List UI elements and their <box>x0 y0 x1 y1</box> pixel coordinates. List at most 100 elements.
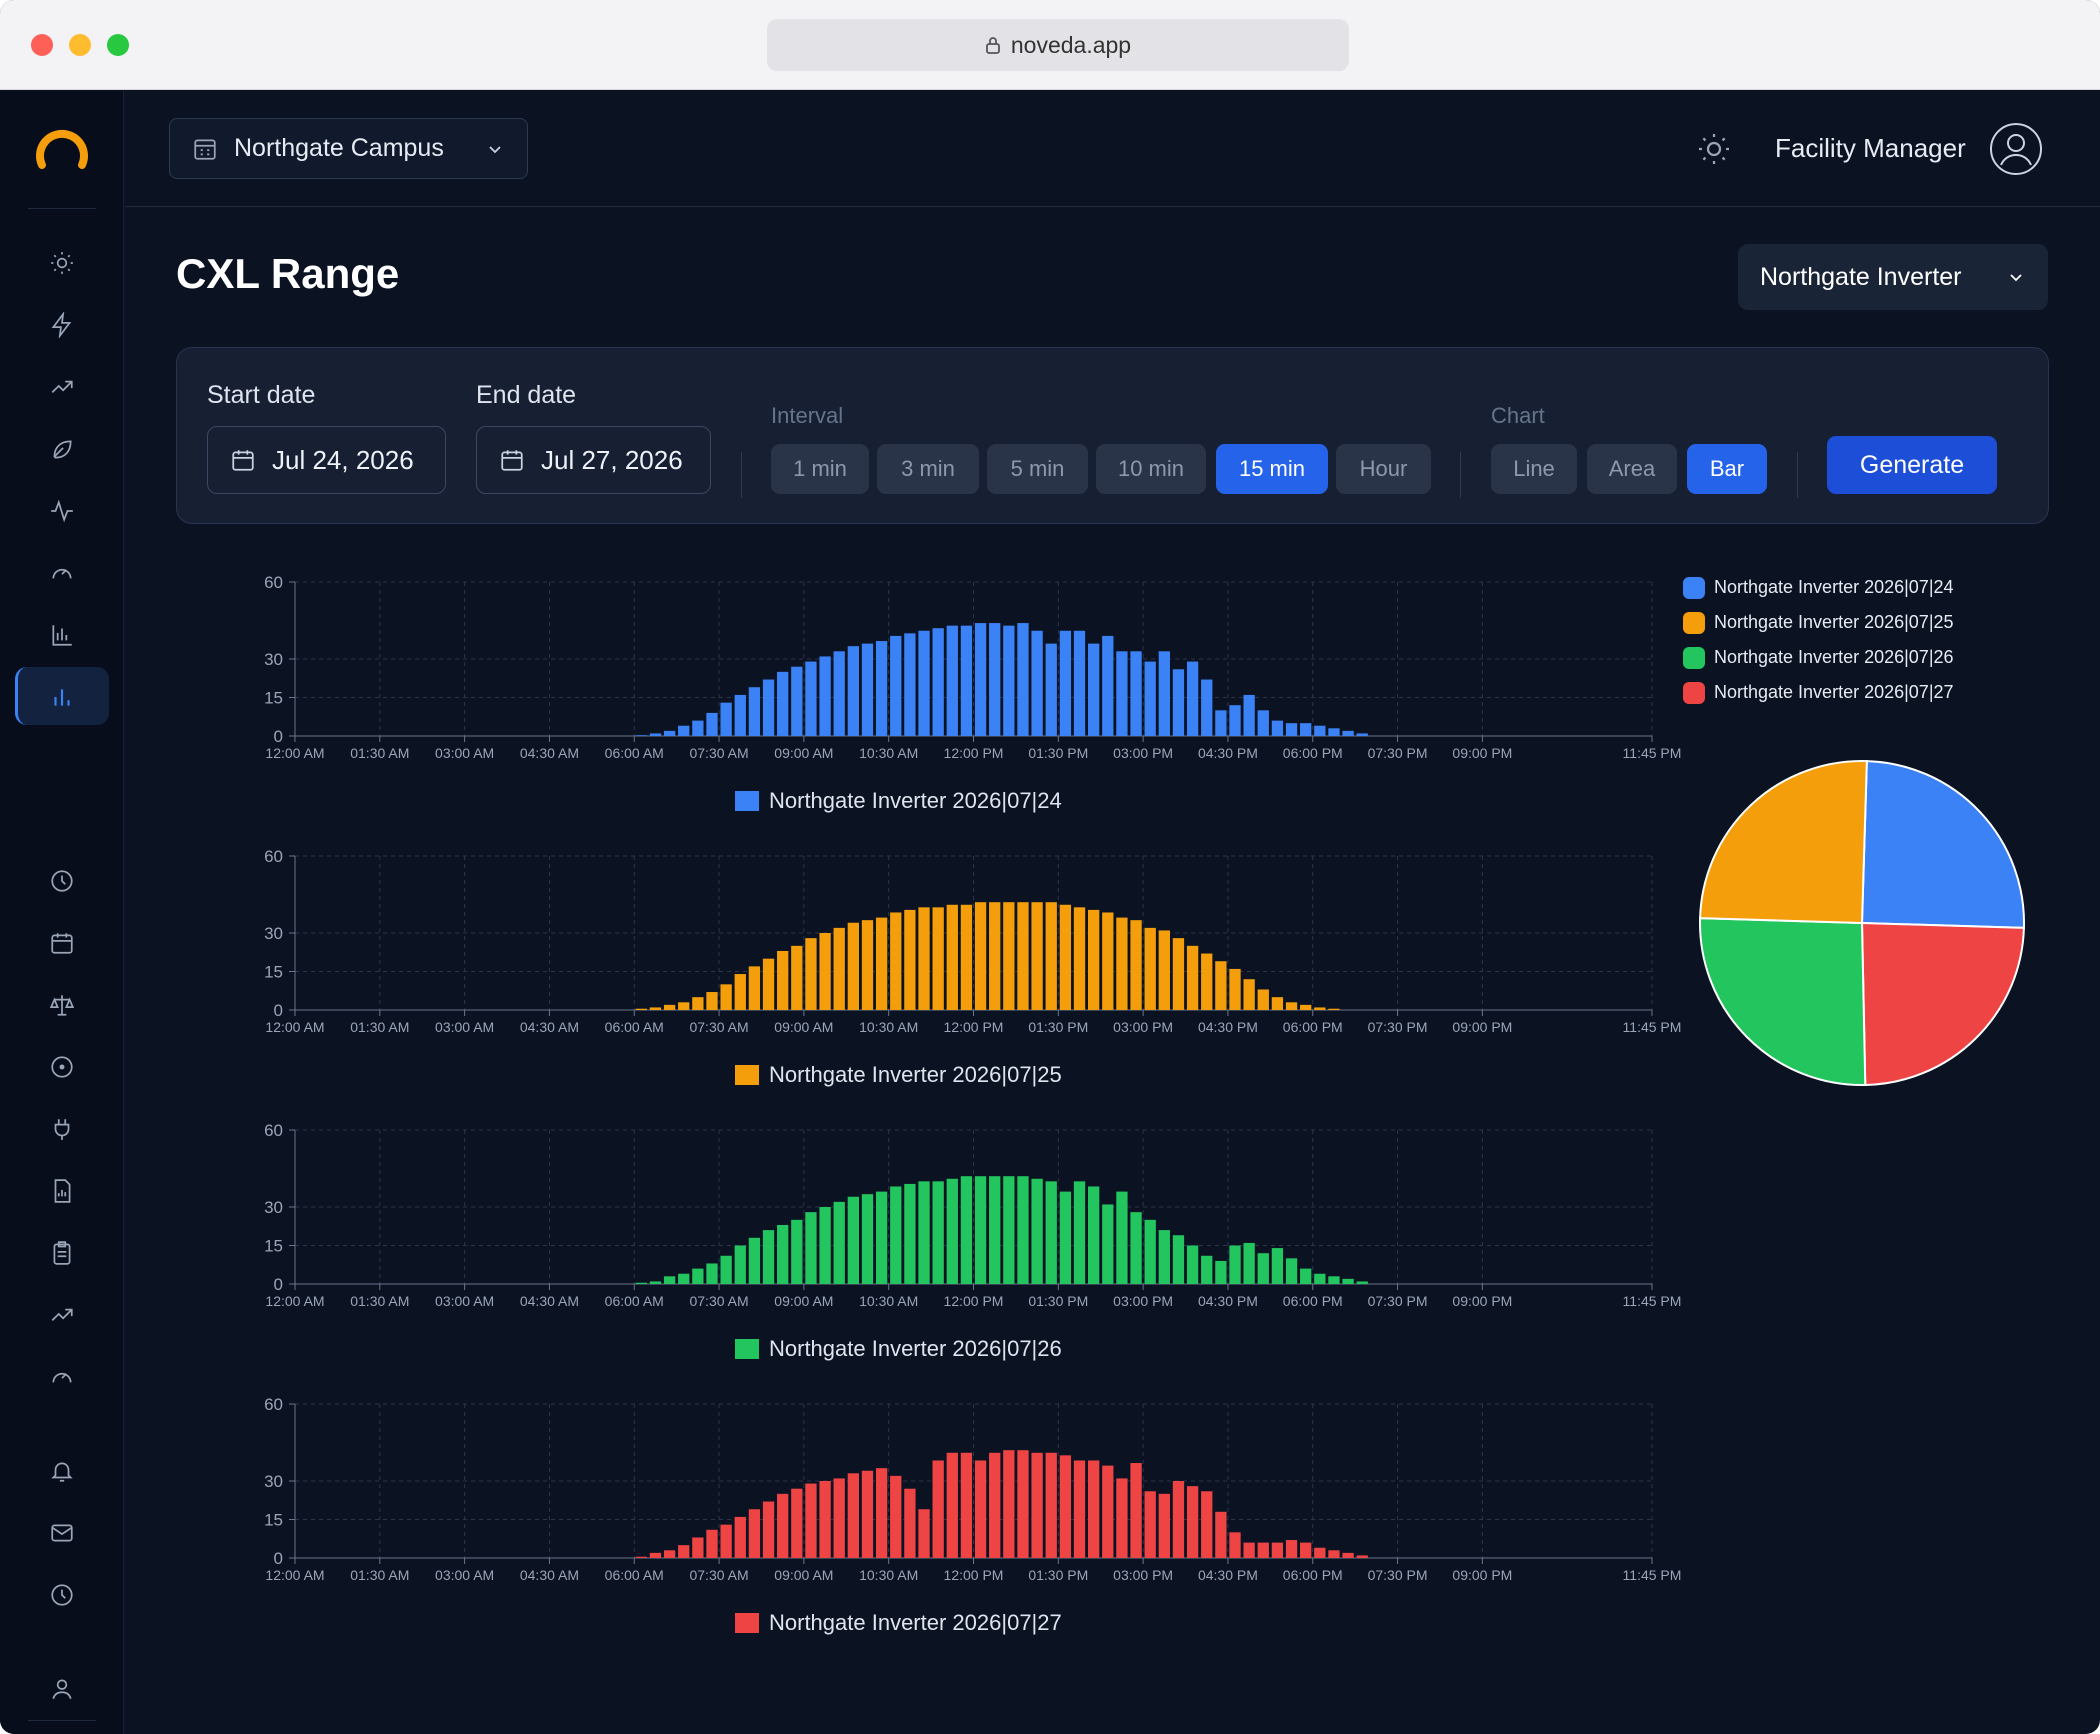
x-tick-label: 01:30 AM <box>350 1567 409 1583</box>
bar <box>706 1263 718 1284</box>
bar-chart-active-icon[interactable] <box>44 679 80 715</box>
trend-up-icon[interactable] <box>44 369 80 405</box>
chart-area-button[interactable]: Area <box>1587 444 1677 494</box>
bar <box>833 651 845 736</box>
sun-icon[interactable] <box>44 245 80 281</box>
clipboard-icon[interactable] <box>44 1235 80 1271</box>
x-tick-label: 01:30 PM <box>1028 745 1088 761</box>
bar <box>1087 1186 1100 1284</box>
pulse-icon[interactable] <box>44 493 80 529</box>
bar <box>1045 902 1057 1010</box>
legend-swatch <box>735 791 759 811</box>
minimize-window-button[interactable] <box>69 34 91 56</box>
avatar[interactable] <box>1989 122 2043 176</box>
user-icon[interactable] <box>44 1671 80 1707</box>
clock-icon[interactable] <box>44 1577 80 1613</box>
bar-chart-day-3: 0 15 30 60 12:00 AM 01:30 AM 03:00 AM 04:30 AM 0… <box>230 1116 1681 1386</box>
bar <box>1130 651 1142 736</box>
chart-legend[interactable]: Northgate Inverter 2026|07|27 <box>735 1610 1062 1636</box>
bolt-icon[interactable] <box>44 307 80 343</box>
chart-legend[interactable]: Northgate Inverter 2026|07|26 <box>735 1336 1062 1362</box>
bar <box>678 725 690 736</box>
bar <box>904 1488 916 1558</box>
bar <box>1045 1452 1057 1558</box>
bar <box>805 938 817 1010</box>
y-tick-label: 30 <box>264 650 283 669</box>
end-date-input[interactable]: Jul 27, 2026 <box>476 426 711 494</box>
x-tick-label: 11:45 PM <box>1623 1567 1682 1583</box>
bar-chart-icon[interactable] <box>44 617 80 653</box>
bar <box>904 633 916 736</box>
gauge-icon[interactable] <box>44 1359 80 1395</box>
pie-legend-item[interactable]: Northgate Inverter 2026|07|24 <box>1683 570 1954 605</box>
interval-15min-button[interactable]: 15 min <box>1216 444 1328 494</box>
user-name[interactable]: Facility Manager <box>1775 133 1966 163</box>
x-tick-label: 01:30 AM <box>350 745 409 761</box>
x-tick-label: 04:30 AM <box>520 1293 579 1309</box>
gauge-icon[interactable] <box>44 555 80 591</box>
calendar-icon[interactable] <box>44 925 80 961</box>
site-label: Northgate Campus <box>234 134 444 162</box>
bar <box>960 625 973 736</box>
device-selector[interactable]: Northgate Inverter <box>1738 244 2048 310</box>
pie-legend-item[interactable]: Northgate Inverter 2026|07|27 <box>1683 675 1954 710</box>
x-tick-label: 01:30 PM <box>1028 1019 1088 1035</box>
bar <box>1300 1542 1312 1558</box>
x-tick-label: 01:30 PM <box>1028 1567 1088 1583</box>
address-bar[interactable]: noveda.app <box>767 19 1349 71</box>
x-tick-label: 04:30 AM <box>520 1019 579 1035</box>
generate-button[interactable]: Generate <box>1827 436 1997 494</box>
target-icon[interactable] <box>44 1049 80 1085</box>
sidebar-divider <box>28 208 96 209</box>
leaf-icon[interactable] <box>44 431 80 467</box>
bar <box>1328 1550 1340 1558</box>
plug-icon[interactable] <box>44 1111 80 1147</box>
bar <box>875 1191 888 1284</box>
bar <box>819 656 831 736</box>
x-tick-label: 07:30 PM <box>1368 1019 1428 1035</box>
bar <box>1201 1255 1213 1284</box>
trend-up-icon[interactable] <box>44 1297 80 1333</box>
bar <box>692 1268 704 1284</box>
y-tick-label: 15 <box>264 689 283 708</box>
clock-icon[interactable] <box>44 863 80 899</box>
chart-line-button[interactable]: Line <box>1491 444 1577 494</box>
site-selector[interactable]: Northgate Campus <box>169 118 528 179</box>
chart-legend[interactable]: Northgate Inverter 2026|07|25 <box>735 1062 1062 1088</box>
bar <box>1271 720 1284 736</box>
chart-legend[interactable]: Northgate Inverter 2026|07|24 <box>735 788 1062 814</box>
interval-5min-button[interactable]: 5 min <box>987 444 1088 494</box>
close-window-button[interactable] <box>31 34 53 56</box>
bar <box>1229 705 1241 736</box>
bar <box>1314 1273 1326 1284</box>
page-title: CXL Range <box>176 250 400 297</box>
bar <box>861 1470 874 1558</box>
bar <box>819 1207 831 1284</box>
bar <box>1257 710 1269 736</box>
start-date-input[interactable]: Jul 24, 2026 <box>207 426 446 494</box>
x-tick-label: 03:00 AM <box>435 1019 494 1035</box>
pie-legend-item[interactable]: Northgate Inverter 2026|07|25 <box>1683 605 1954 640</box>
interval-10min-button[interactable]: 10 min <box>1096 444 1206 494</box>
interval-hour-button[interactable]: Hour <box>1336 444 1431 494</box>
legend-label: Northgate Inverter 2026|07|27 <box>769 1610 1062 1635</box>
filter-divider <box>741 452 742 498</box>
bar <box>1328 728 1340 736</box>
bell-icon[interactable] <box>44 1453 80 1489</box>
scale-icon[interactable] <box>44 987 80 1023</box>
pie-legend-item[interactable]: Northgate Inverter 2026|07|26 <box>1683 640 1954 675</box>
bar <box>1172 1481 1185 1558</box>
x-tick-label: 09:00 AM <box>774 1567 833 1583</box>
legend-swatch <box>735 1613 759 1633</box>
pie-legend-label: Northgate Inverter 2026|07|25 <box>1714 612 1954 632</box>
mail-icon[interactable] <box>44 1515 80 1551</box>
chart-bar-button[interactable]: Bar <box>1687 444 1767 494</box>
report-icon[interactable] <box>44 1173 80 1209</box>
interval-1min-button[interactable]: 1 min <box>771 444 869 494</box>
interval-3min-button[interactable]: 3 min <box>877 444 979 494</box>
y-tick-label: 60 <box>264 1121 283 1140</box>
bar <box>791 1488 803 1558</box>
theme-toggle-icon[interactable] <box>1696 131 1732 167</box>
maximize-window-button[interactable] <box>107 34 129 56</box>
y-tick-label: 0 <box>274 1275 283 1294</box>
